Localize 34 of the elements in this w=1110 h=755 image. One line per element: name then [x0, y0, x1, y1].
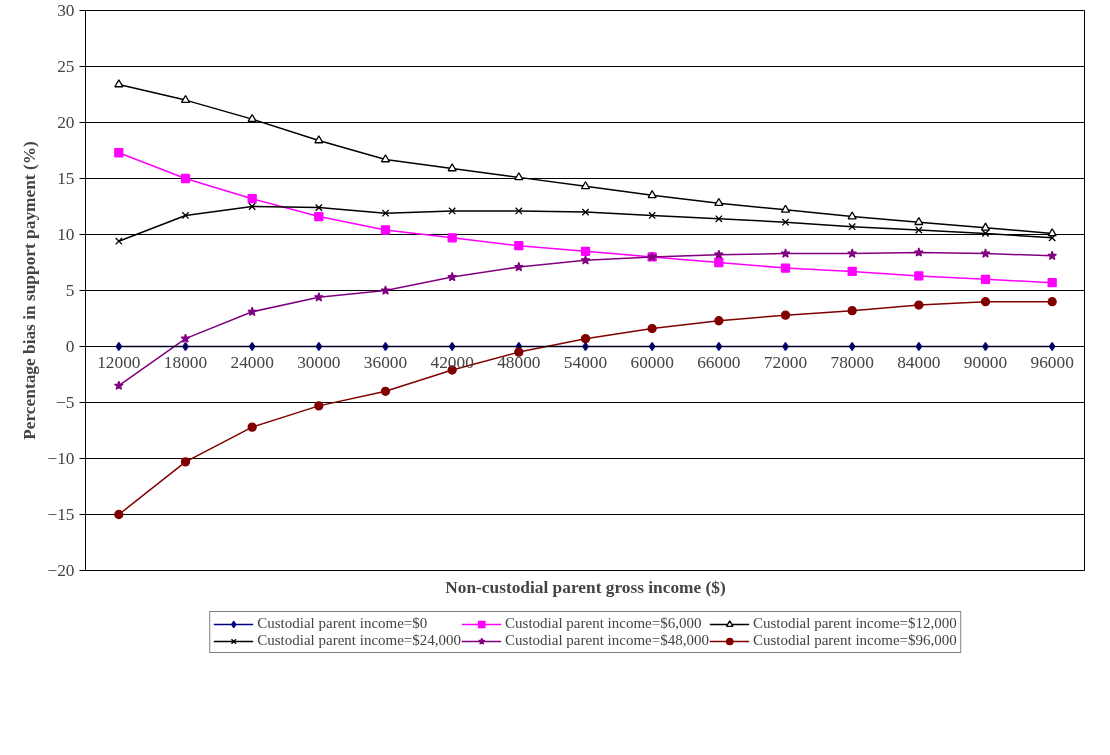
y-tick-label: 10	[57, 225, 75, 244]
legend-label: Custodial parent income=$12,000	[752, 615, 957, 632]
x-tick-label: 78000	[830, 352, 874, 372]
x-tick-label: 18000	[163, 352, 208, 372]
y-axis-title: Percentage bias in support payment (%)	[20, 140, 40, 440]
legend-label: Custodial parent income=$24,000	[257, 632, 462, 649]
x-tick-label: 36000	[363, 352, 408, 372]
x-tick-label: 84000	[897, 352, 941, 372]
x-tick-label: 72000	[763, 352, 808, 372]
y-tick-label: −10	[47, 449, 75, 468]
y-tick-label: 20	[57, 113, 75, 132]
legend-label: Custodial parent income=$96,000	[752, 632, 957, 649]
y-tick-label: −15	[47, 505, 75, 524]
x-tick-label: 42000	[430, 352, 474, 372]
x-axis-title: Non-custodial parent gross income ($)	[445, 577, 726, 597]
x-tick-label: 54000	[563, 352, 608, 372]
x-tick-label: 12000	[97, 352, 141, 372]
x-tick-label: 30000	[297, 352, 341, 372]
y-tick-label: 15	[57, 169, 75, 188]
y-tick-label: 30	[57, 1, 75, 20]
x-tick-label: 96000	[1030, 352, 1074, 372]
y-tick-label: 25	[57, 57, 75, 76]
x-tick-label: 48000	[497, 352, 541, 372]
x-tick-label: 66000	[697, 352, 741, 372]
x-tick-label: 24000	[230, 352, 274, 372]
y-tick-label: −5	[56, 393, 75, 412]
x-tick-label: 90000	[963, 352, 1008, 372]
y-tick-label: 0	[65, 337, 75, 356]
y-tick-label: 5	[65, 281, 75, 300]
legend-label: Custodial parent income=$0	[257, 615, 428, 632]
legend-label: Custodial parent income=$6,000	[505, 615, 702, 632]
x-tick-label: 60000	[630, 352, 674, 372]
legend-label: Custodial parent income=$48,000	[505, 632, 709, 649]
y-tick-label: −20	[47, 561, 75, 580]
